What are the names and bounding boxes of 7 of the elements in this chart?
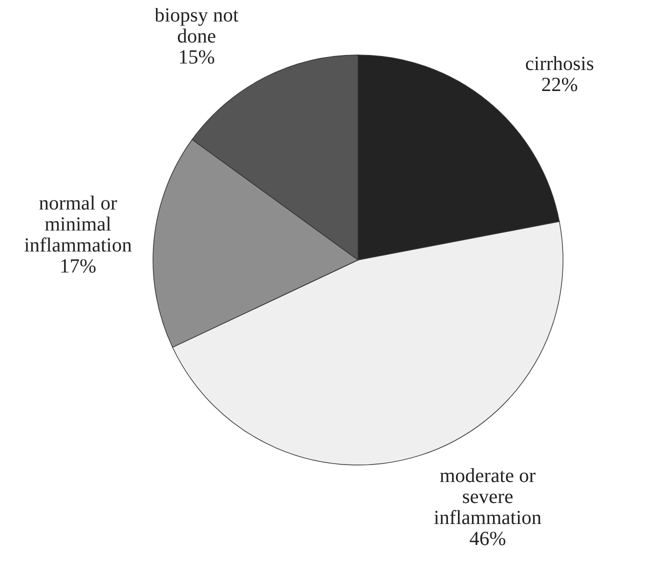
data-label: 22% bbox=[541, 74, 578, 96]
data-label: 15% bbox=[178, 46, 215, 68]
slice-label: normal or minimal inflammation bbox=[24, 192, 132, 256]
data-label: 17% bbox=[60, 255, 96, 278]
slice-label: moderate or severe inflammation bbox=[434, 465, 542, 530]
slice-label: cirrhosis bbox=[525, 53, 594, 76]
data-label: 46% bbox=[469, 528, 506, 550]
